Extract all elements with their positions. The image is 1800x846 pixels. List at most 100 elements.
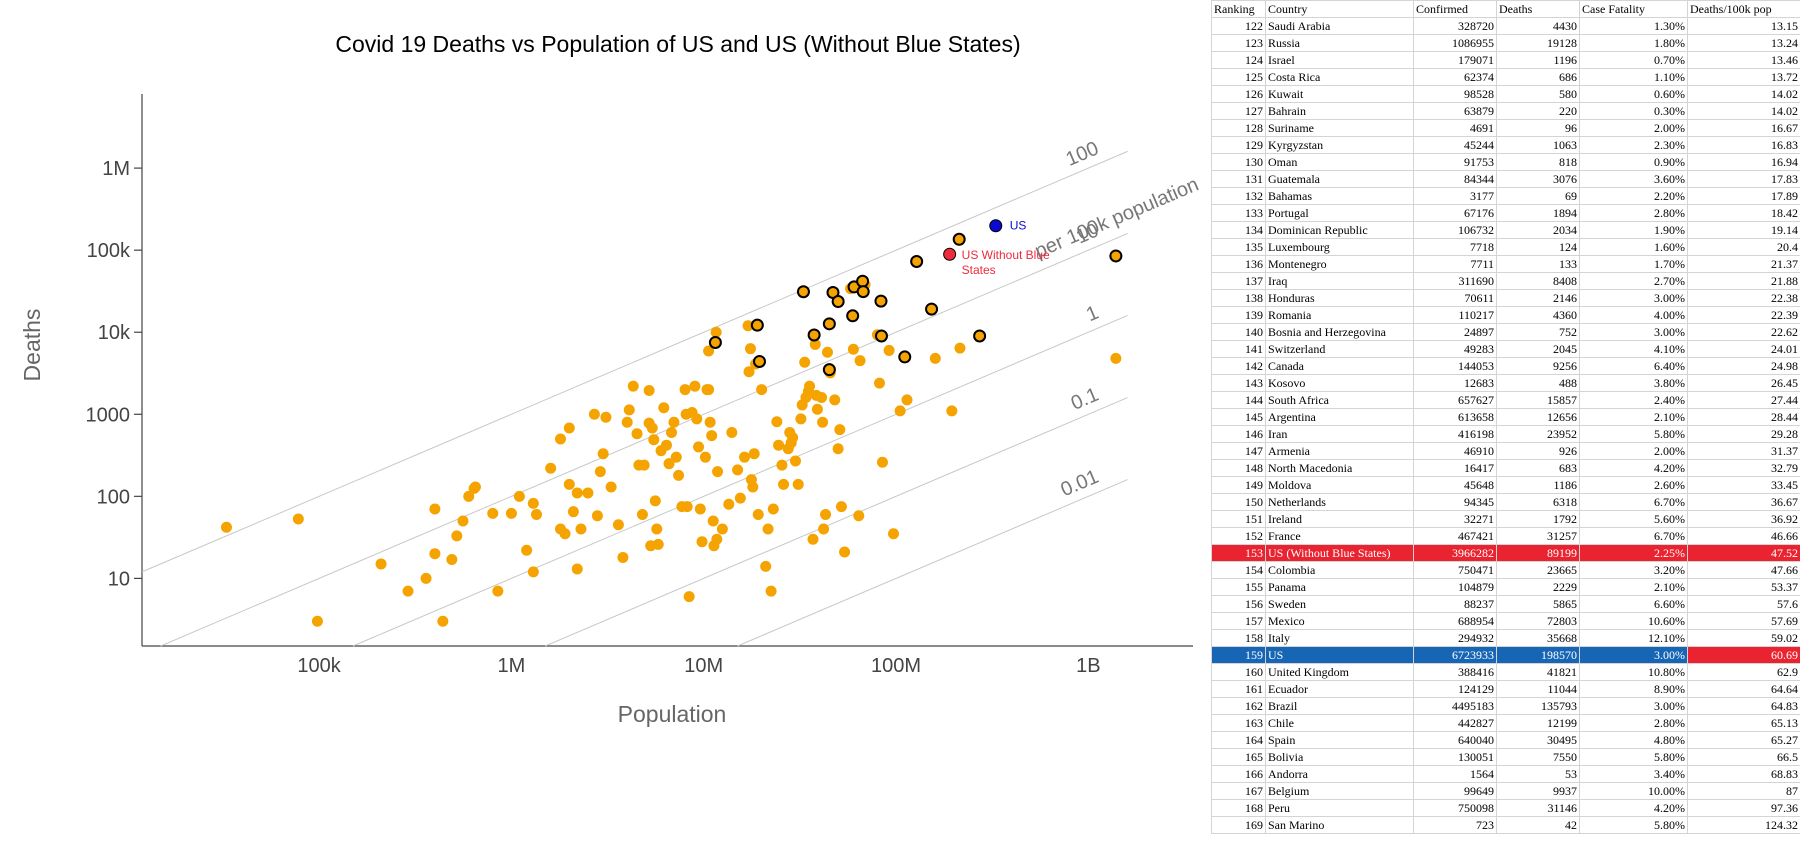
country-point[interactable] [651,523,663,535]
country-point[interactable] [437,615,449,627]
country-point[interactable] [789,455,801,467]
country-point[interactable] [375,558,387,570]
country-point-outlined[interactable] [874,294,888,308]
country-point[interactable] [673,469,685,481]
country-point-outlined[interactable] [874,329,888,343]
country-point[interactable] [699,451,711,463]
country-point-outlined[interactable] [925,302,939,316]
country-point[interactable] [832,443,844,455]
country-point[interactable] [739,451,751,463]
country-point[interactable] [929,352,941,364]
country-point[interactable] [505,507,517,519]
country-point[interactable] [631,428,643,440]
country-point[interactable] [545,462,557,474]
country-point[interactable] [679,384,691,396]
country-point[interactable] [873,377,885,389]
country-point[interactable] [807,533,819,545]
country-point[interactable] [756,384,768,396]
country-point[interactable] [712,466,724,478]
country-point[interactable] [820,509,832,521]
country-point[interactable] [527,497,539,509]
country-point[interactable] [799,356,811,368]
country-point[interactable] [636,509,648,521]
country-point[interactable] [594,466,606,478]
country-point[interactable] [571,563,583,575]
country-point-outlined[interactable] [750,318,764,332]
country-point[interactable] [658,402,670,414]
country-point[interactable] [817,416,829,428]
country-point[interactable] [703,345,715,357]
country-point[interactable] [457,515,469,527]
country-point[interactable] [776,459,788,471]
country-point[interactable] [723,498,735,510]
country-point[interactable] [623,404,635,416]
country-point[interactable] [1110,352,1122,364]
country-point[interactable] [668,416,680,428]
country-point[interactable] [582,487,594,499]
country-point[interactable] [696,536,708,548]
country-point[interactable] [818,523,830,535]
country-point[interactable] [588,408,600,420]
country-point[interactable] [765,585,777,597]
country-point[interactable] [792,478,804,490]
us-without-blue-point[interactable] [943,247,957,261]
country-point[interactable] [575,523,587,535]
country-point[interactable] [706,430,718,442]
us-point[interactable] [989,219,1003,233]
country-point[interactable] [527,566,539,578]
country-point-outlined[interactable] [856,274,870,288]
country-point[interactable] [402,585,414,597]
country-point[interactable] [693,441,705,453]
country-point[interactable] [883,344,895,356]
country-point[interactable] [666,426,678,438]
country-point[interactable] [811,403,823,415]
country-point-outlined[interactable] [822,363,836,377]
country-point[interactable] [469,481,481,493]
country-point[interactable] [876,456,888,468]
country-point[interactable] [311,615,323,627]
country-point[interactable] [563,422,575,434]
country-point-outlined[interactable] [973,329,987,343]
country-point[interactable] [649,495,661,507]
country-point-outlined[interactable] [753,354,767,368]
country-point[interactable] [894,405,906,417]
country-point-outlined[interactable] [822,317,836,331]
country-point[interactable] [732,464,744,476]
country-point[interactable] [563,478,575,490]
country-point-outlined[interactable] [708,335,722,349]
country-point-outlined[interactable] [856,285,870,299]
country-point[interactable] [597,448,609,460]
country-point[interactable] [821,346,833,358]
country-point[interactable] [487,507,499,519]
country-point[interactable] [744,343,756,355]
country-point-outlined[interactable] [831,295,845,309]
country-point[interactable] [600,411,612,423]
country-point[interactable] [492,585,504,597]
country-point-outlined[interactable] [846,309,860,323]
country-point[interactable] [530,509,542,521]
country-point[interactable] [643,384,655,396]
country-point[interactable] [429,503,441,515]
country-point[interactable] [513,490,525,502]
country-point[interactable] [571,487,583,499]
country-point[interactable] [771,416,783,428]
country-point[interactable] [834,424,846,436]
country-point[interactable] [853,510,865,522]
country-point[interactable] [420,572,432,584]
country-point[interactable] [716,523,728,535]
country-point-outlined[interactable] [898,350,912,364]
country-point[interactable] [748,448,760,460]
country-point[interactable] [704,416,716,428]
country-point[interactable] [767,503,779,515]
country-point[interactable] [839,546,851,558]
country-point[interactable] [567,506,579,518]
country-point[interactable] [747,481,759,493]
country-point[interactable] [663,458,675,470]
country-point[interactable] [638,459,650,471]
country-point[interactable] [778,478,790,490]
country-point[interactable] [743,366,755,378]
country-point[interactable] [795,413,807,425]
country-point[interactable] [726,426,738,438]
country-point[interactable] [555,433,567,445]
country-point-outlined[interactable] [1109,249,1123,263]
